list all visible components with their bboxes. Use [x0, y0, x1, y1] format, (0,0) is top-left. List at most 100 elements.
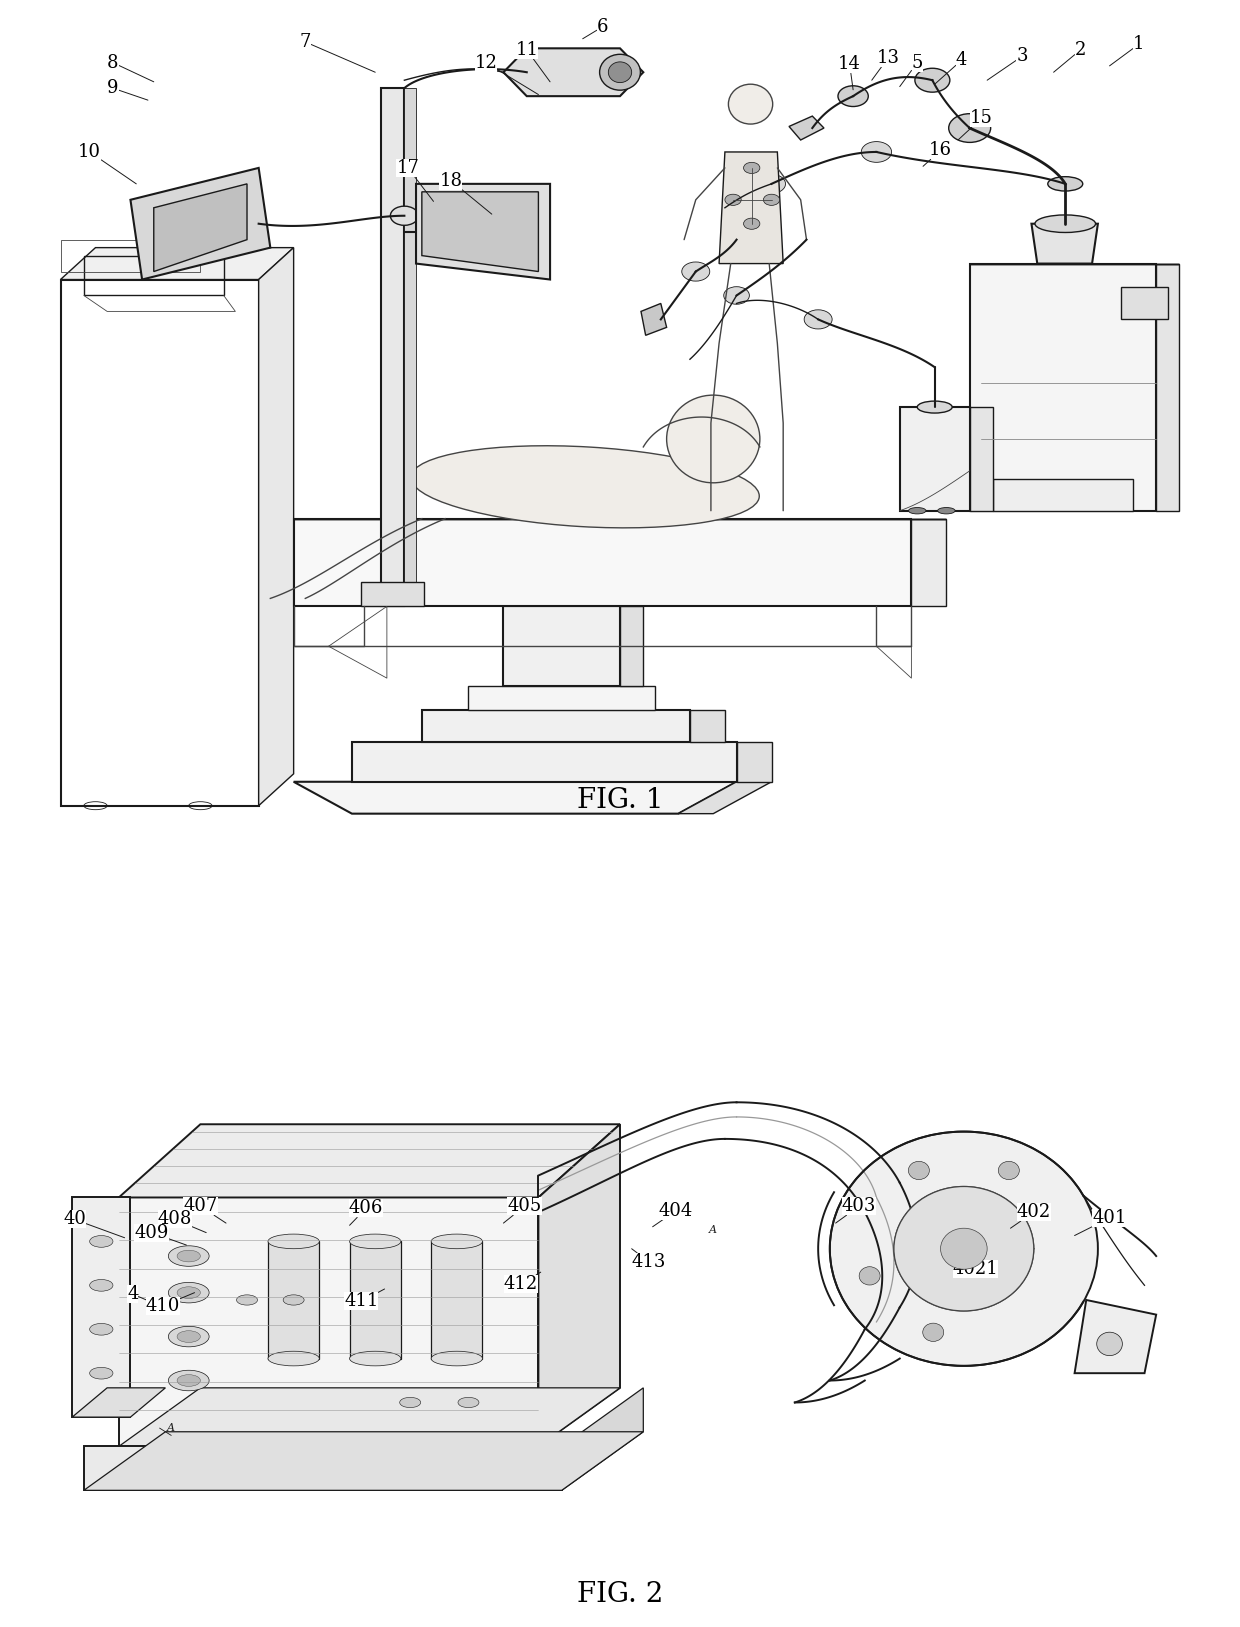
- Ellipse shape: [177, 1331, 201, 1342]
- Polygon shape: [404, 88, 415, 607]
- Circle shape: [838, 86, 868, 106]
- Circle shape: [682, 262, 709, 281]
- Text: 5: 5: [900, 54, 923, 86]
- Polygon shape: [503, 607, 620, 687]
- Polygon shape: [119, 1124, 620, 1197]
- Text: 402: 402: [1011, 1202, 1052, 1228]
- Text: 17: 17: [397, 159, 434, 202]
- Text: 15: 15: [959, 109, 993, 140]
- Polygon shape: [294, 783, 737, 814]
- Circle shape: [391, 207, 418, 225]
- Circle shape: [758, 174, 785, 194]
- Ellipse shape: [728, 85, 773, 124]
- Ellipse shape: [859, 1267, 880, 1285]
- Text: A: A: [709, 1225, 717, 1235]
- Ellipse shape: [909, 508, 926, 514]
- Ellipse shape: [350, 1350, 401, 1367]
- Polygon shape: [503, 49, 644, 96]
- Polygon shape: [381, 88, 404, 607]
- Ellipse shape: [909, 1162, 929, 1180]
- Polygon shape: [72, 1197, 130, 1417]
- Polygon shape: [119, 1197, 538, 1446]
- Polygon shape: [1032, 225, 1097, 264]
- Text: 8: 8: [107, 54, 154, 81]
- Polygon shape: [350, 1241, 401, 1359]
- Polygon shape: [538, 1124, 620, 1446]
- Polygon shape: [1156, 264, 1179, 511]
- Polygon shape: [993, 478, 1133, 511]
- Ellipse shape: [998, 1162, 1019, 1180]
- Circle shape: [949, 114, 991, 143]
- Text: 406: 406: [348, 1199, 383, 1225]
- Text: 13: 13: [872, 49, 899, 80]
- Ellipse shape: [940, 1228, 987, 1269]
- Text: 11: 11: [516, 41, 551, 81]
- Text: FIG. 1: FIG. 1: [577, 787, 663, 814]
- Polygon shape: [61, 247, 294, 280]
- Polygon shape: [154, 184, 247, 272]
- Polygon shape: [678, 783, 771, 814]
- Ellipse shape: [169, 1326, 210, 1347]
- Polygon shape: [130, 168, 270, 280]
- Text: 18: 18: [439, 172, 492, 215]
- Text: A: A: [167, 1424, 175, 1433]
- Text: 410: 410: [146, 1292, 195, 1315]
- Text: 12: 12: [475, 54, 538, 94]
- Ellipse shape: [89, 1367, 113, 1380]
- Text: 403: 403: [836, 1197, 877, 1224]
- Circle shape: [724, 286, 749, 304]
- Polygon shape: [737, 742, 771, 783]
- Polygon shape: [719, 151, 784, 264]
- Text: 9: 9: [107, 80, 148, 101]
- Ellipse shape: [609, 62, 631, 83]
- Ellipse shape: [923, 1212, 1004, 1285]
- Ellipse shape: [89, 1235, 113, 1248]
- Circle shape: [725, 194, 742, 205]
- Text: FIG. 2: FIG. 2: [577, 1581, 663, 1607]
- Polygon shape: [72, 1388, 165, 1417]
- Polygon shape: [911, 519, 946, 607]
- Circle shape: [744, 218, 760, 229]
- Text: 40: 40: [63, 1210, 124, 1238]
- Text: 14: 14: [838, 55, 861, 89]
- Polygon shape: [422, 709, 689, 742]
- Ellipse shape: [410, 446, 759, 527]
- Text: 401: 401: [1075, 1209, 1127, 1235]
- Ellipse shape: [1096, 1333, 1122, 1355]
- Ellipse shape: [923, 1323, 944, 1341]
- Polygon shape: [641, 304, 667, 335]
- Text: 16: 16: [923, 142, 952, 166]
- Text: 2: 2: [1054, 41, 1086, 72]
- Ellipse shape: [268, 1233, 319, 1250]
- Polygon shape: [294, 519, 911, 607]
- Ellipse shape: [177, 1375, 201, 1386]
- Ellipse shape: [399, 1398, 420, 1407]
- Ellipse shape: [940, 1228, 987, 1269]
- Circle shape: [862, 142, 892, 163]
- Ellipse shape: [268, 1350, 319, 1367]
- Circle shape: [915, 68, 950, 93]
- Text: 4021: 4021: [952, 1256, 998, 1279]
- Polygon shape: [422, 192, 538, 272]
- Text: 408: 408: [157, 1210, 206, 1233]
- Polygon shape: [361, 582, 424, 607]
- Polygon shape: [689, 709, 725, 742]
- Polygon shape: [562, 1388, 644, 1490]
- Ellipse shape: [458, 1398, 479, 1407]
- Polygon shape: [84, 1446, 562, 1490]
- Polygon shape: [352, 742, 737, 783]
- Ellipse shape: [177, 1250, 201, 1263]
- Ellipse shape: [237, 1295, 258, 1305]
- Polygon shape: [469, 687, 655, 709]
- Circle shape: [744, 163, 760, 174]
- Polygon shape: [432, 1241, 482, 1359]
- Polygon shape: [1121, 288, 1168, 319]
- Polygon shape: [259, 247, 294, 805]
- Text: 6: 6: [583, 18, 609, 39]
- Text: 412: 412: [503, 1272, 541, 1293]
- Circle shape: [764, 194, 780, 205]
- Text: 7: 7: [300, 33, 376, 72]
- Ellipse shape: [432, 1233, 482, 1250]
- Ellipse shape: [667, 395, 760, 483]
- Ellipse shape: [1035, 215, 1096, 233]
